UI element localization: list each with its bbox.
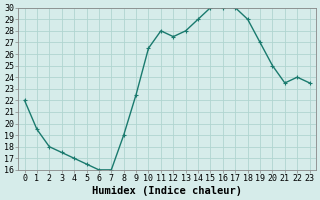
X-axis label: Humidex (Indice chaleur): Humidex (Indice chaleur) <box>92 186 242 196</box>
